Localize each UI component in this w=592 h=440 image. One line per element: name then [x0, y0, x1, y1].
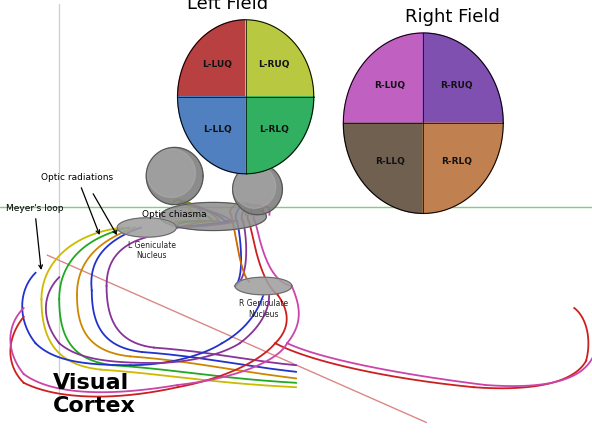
Text: L-RLQ: L-RLQ: [259, 125, 289, 134]
Text: Optic chiasma: Optic chiasma: [142, 210, 207, 219]
Polygon shape: [343, 33, 423, 123]
Polygon shape: [233, 165, 276, 208]
Polygon shape: [423, 33, 503, 123]
Polygon shape: [117, 218, 176, 237]
Text: R-LUQ: R-LUQ: [374, 81, 406, 90]
Text: L-RUQ: L-RUQ: [259, 60, 290, 69]
Text: R-RLQ: R-RLQ: [442, 157, 472, 165]
Polygon shape: [233, 164, 282, 215]
Polygon shape: [147, 149, 195, 198]
Polygon shape: [146, 147, 203, 205]
Text: Visual
Cortex: Visual Cortex: [53, 373, 136, 416]
Text: R Geniculate
Nucleus: R Geniculate Nucleus: [239, 299, 288, 319]
Text: R-LLQ: R-LLQ: [375, 157, 405, 165]
Polygon shape: [423, 123, 503, 213]
Polygon shape: [246, 20, 314, 97]
Text: Optic radiations: Optic radiations: [41, 173, 114, 234]
Text: Meyer's loop: Meyer's loop: [6, 204, 63, 269]
Polygon shape: [178, 97, 246, 174]
Text: L Geniculate
Nucleus: L Geniculate Nucleus: [127, 241, 176, 260]
Text: R-RUQ: R-RUQ: [440, 81, 473, 90]
Text: Left Field: Left Field: [187, 0, 269, 13]
Text: Right Field: Right Field: [406, 8, 500, 26]
Polygon shape: [343, 123, 423, 213]
Text: L-LLQ: L-LLQ: [202, 125, 231, 134]
Polygon shape: [178, 20, 246, 97]
Polygon shape: [235, 277, 292, 295]
Polygon shape: [246, 97, 314, 174]
Polygon shape: [160, 202, 266, 231]
Text: L-LUQ: L-LUQ: [202, 60, 232, 69]
